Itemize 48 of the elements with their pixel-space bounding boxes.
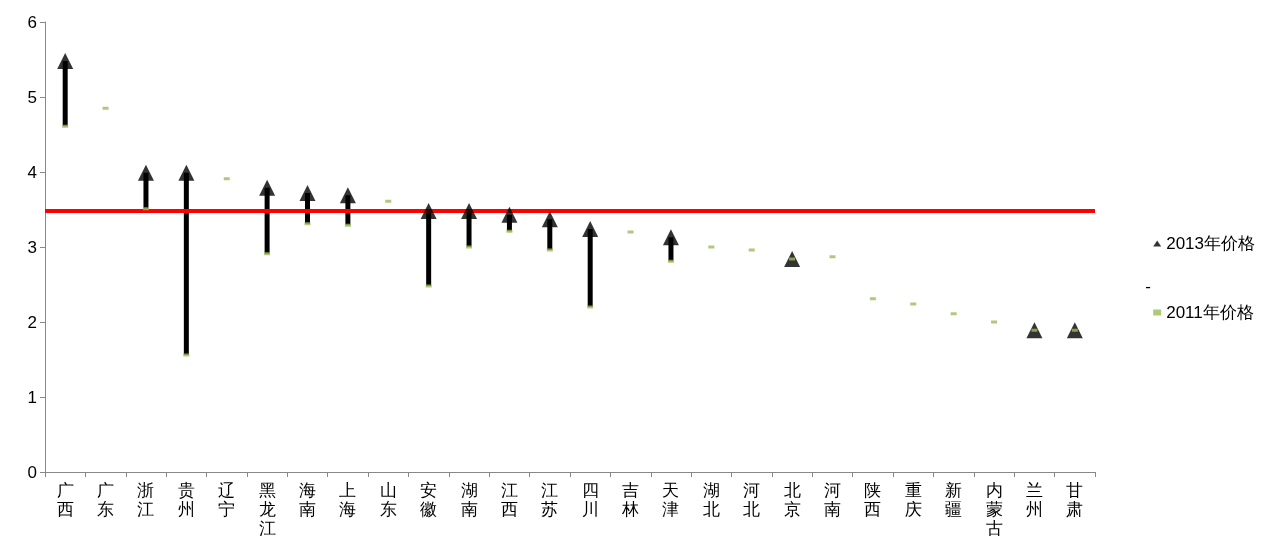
point [137, 164, 154, 181]
x-tick-label: 贵州 [177, 479, 195, 519]
x-tick-label: 甘肃 [1066, 479, 1084, 519]
x-tick-label: 江西 [500, 479, 518, 519]
x-tick-label: 天津 [662, 479, 680, 519]
x-tick-label: 湖北 [702, 479, 720, 519]
point [541, 211, 558, 228]
x-tick-label: 海南 [299, 479, 316, 519]
y-tick-label: 0 [27, 462, 37, 482]
point [501, 206, 518, 223]
point [662, 229, 679, 246]
x-tick-label: 浙江 [137, 479, 155, 519]
x-tick-label: 广西 [56, 479, 74, 519]
point [420, 203, 437, 219]
x-tick-label: 山东 [379, 479, 397, 519]
point [259, 179, 276, 196]
x-tick-label: 吉林 [621, 479, 640, 519]
x-tick-label: 新疆 [945, 479, 963, 519]
point [461, 203, 478, 219]
x-tick-label: 陕西 [864, 479, 882, 519]
y-tick-label: 4 [27, 162, 37, 182]
x-tick-label: 重庆 [904, 479, 922, 519]
x-tick-label: 河南 [824, 479, 841, 519]
x-tick-label: 辽宁 [218, 479, 236, 519]
point [582, 221, 599, 237]
y-tick-label: 1 [27, 387, 37, 407]
x-tick-label: 安徽 [420, 479, 438, 519]
x-tick-label: 四川 [581, 479, 599, 519]
y-tick-label: 5 [27, 87, 37, 107]
x-tick-label: 河北 [743, 479, 761, 519]
point [57, 53, 74, 69]
x-tick-label: 北京 [783, 479, 801, 519]
legend-label: 2013年价格 [1166, 234, 1256, 253]
x-tick-label: 江苏 [541, 479, 559, 519]
y-tick-label: 6 [27, 12, 37, 32]
legend-label: 2011年价格 [1166, 303, 1254, 322]
y-tick-label: 3 [27, 237, 37, 257]
text: - [1145, 277, 1152, 296]
x-tick-label: 黑龙江 [258, 479, 276, 538]
point [299, 185, 316, 201]
x-tick-label: 广东 [97, 479, 115, 519]
point [178, 164, 195, 181]
x-tick-label: 内蒙古 [985, 479, 1003, 538]
y-tick-label: 2 [27, 312, 37, 332]
x-tick-label: 兰州 [1025, 479, 1043, 519]
x-tick-label: 上海 [339, 479, 357, 519]
point [339, 187, 356, 204]
x-tick-label: 湖南 [460, 479, 478, 519]
